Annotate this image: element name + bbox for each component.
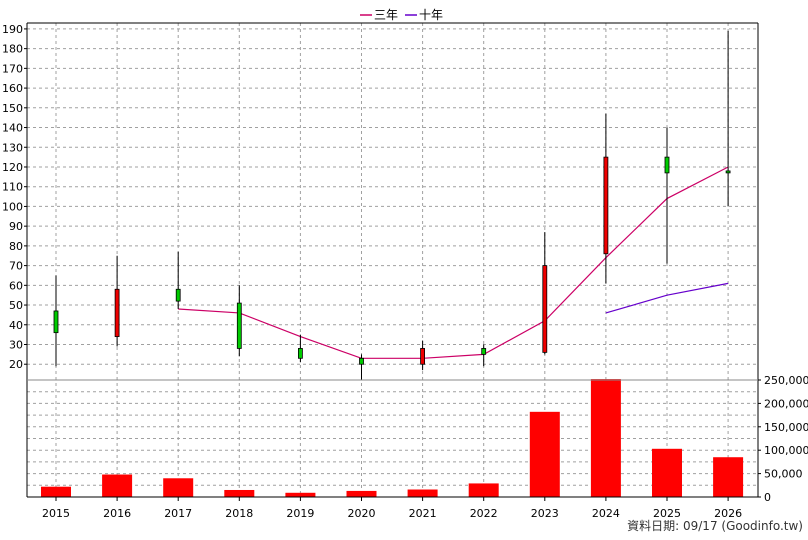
candle-body-2024 bbox=[603, 156, 609, 255]
volume-bar-2020 bbox=[346, 490, 377, 497]
price-tick-label: 90 bbox=[9, 220, 23, 233]
price-grid bbox=[27, 28, 758, 365]
candle-body-2022 bbox=[481, 348, 487, 355]
candle-body-2020 bbox=[359, 357, 364, 365]
volume-bar-2021 bbox=[407, 489, 438, 497]
volume-bar-2019 bbox=[285, 492, 316, 497]
legend: 三年 十年 bbox=[360, 8, 443, 22]
data-date-footer: 資料日期: 09/17 (Goodinfo.tw) bbox=[627, 519, 803, 533]
price-tick-label: 120 bbox=[2, 161, 23, 174]
x-tick-label: 2018 bbox=[225, 507, 253, 520]
volume-bar-2017 bbox=[163, 478, 194, 497]
line-series-三年 bbox=[178, 166, 729, 359]
volume-bar-2018 bbox=[224, 489, 255, 497]
price-tick-label: 20 bbox=[9, 358, 23, 371]
price-axis-labels: 20 30 40 50 60 70 80 90 100 110 120 130 140 150 160 170… bbox=[2, 23, 27, 371]
legend-3yr-label: 三年 bbox=[374, 8, 398, 22]
vertical-grid bbox=[55, 23, 729, 497]
price-tick-label: 170 bbox=[2, 62, 23, 75]
line-series-十年 bbox=[605, 282, 729, 314]
price-tick-label: 140 bbox=[2, 122, 23, 135]
volume-tick-label: 150,000 bbox=[764, 421, 808, 434]
x-tick-label: 2016 bbox=[103, 507, 131, 520]
x-tick-label: 2026 bbox=[714, 507, 742, 520]
frame bbox=[26, 22, 759, 498]
volume-tick-label: 200,000 bbox=[764, 397, 808, 410]
candle-body-2019 bbox=[297, 348, 303, 359]
price-tick-label: 40 bbox=[9, 319, 23, 332]
volume-bar-2016 bbox=[102, 474, 133, 497]
price-tick-label: 70 bbox=[9, 260, 23, 273]
x-tick-label: 2015 bbox=[42, 507, 70, 520]
volume-tick-label: 100,000 bbox=[764, 444, 808, 457]
price-tick-label: 110 bbox=[2, 181, 23, 194]
price-tick-label: 190 bbox=[2, 23, 23, 36]
candle-body-2021 bbox=[420, 348, 426, 365]
candle-body-2016 bbox=[114, 288, 120, 338]
volume-tick-label: 0 bbox=[764, 491, 771, 504]
volume-axis-labels: 0 50,000 100,000 150,000 200,000 250,000 bbox=[758, 374, 808, 504]
candle-body-2017 bbox=[175, 288, 181, 302]
candle-body-2015 bbox=[53, 310, 59, 334]
volume-bar-2023 bbox=[529, 411, 560, 497]
volume-bar-2015 bbox=[41, 486, 71, 497]
candle-body-2026 bbox=[725, 170, 731, 174]
price-tick-label: 50 bbox=[9, 299, 23, 312]
volume-bar-2024 bbox=[590, 379, 621, 497]
x-tick-label: 2019 bbox=[286, 507, 314, 520]
price-tick-label: 100 bbox=[2, 200, 23, 213]
x-tick-label: 2017 bbox=[164, 507, 192, 520]
x-tick-label: 2020 bbox=[348, 507, 376, 520]
price-tick-label: 150 bbox=[2, 102, 23, 115]
volume-bars bbox=[41, 379, 744, 497]
volume-bar-2022 bbox=[468, 483, 499, 497]
volume-bar-2025 bbox=[652, 448, 682, 497]
legend-10yr-label: 十年 bbox=[419, 8, 443, 22]
x-axis-labels: 2015 2016 2017 2018 2019 2020 2021 2022 2023 2024… bbox=[42, 497, 742, 520]
x-tick-label: 2022 bbox=[470, 507, 498, 520]
price-tick-label: 30 bbox=[9, 338, 23, 351]
price-tick-label: 180 bbox=[2, 43, 23, 56]
volume-bar-2026 bbox=[713, 457, 744, 497]
x-tick-label: 2021 bbox=[409, 507, 437, 520]
price-tick-label: 60 bbox=[9, 279, 23, 292]
x-tick-label: 2023 bbox=[531, 507, 559, 520]
price-tick-label: 80 bbox=[9, 240, 23, 253]
candle-body-2018 bbox=[236, 302, 242, 349]
price-tick-label: 160 bbox=[2, 82, 23, 95]
volume-tick-label: 250,000 bbox=[764, 374, 808, 387]
volume-tick-label: 50,000 bbox=[764, 468, 803, 481]
candle-body-2025 bbox=[664, 156, 670, 174]
candlesticks bbox=[53, 30, 731, 380]
candle-body-2023 bbox=[542, 265, 548, 353]
price-tick-label: 130 bbox=[2, 141, 23, 154]
x-tick-label: 2024 bbox=[592, 507, 620, 520]
x-tick-label: 2025 bbox=[653, 507, 681, 520]
average-lines bbox=[178, 166, 729, 359]
